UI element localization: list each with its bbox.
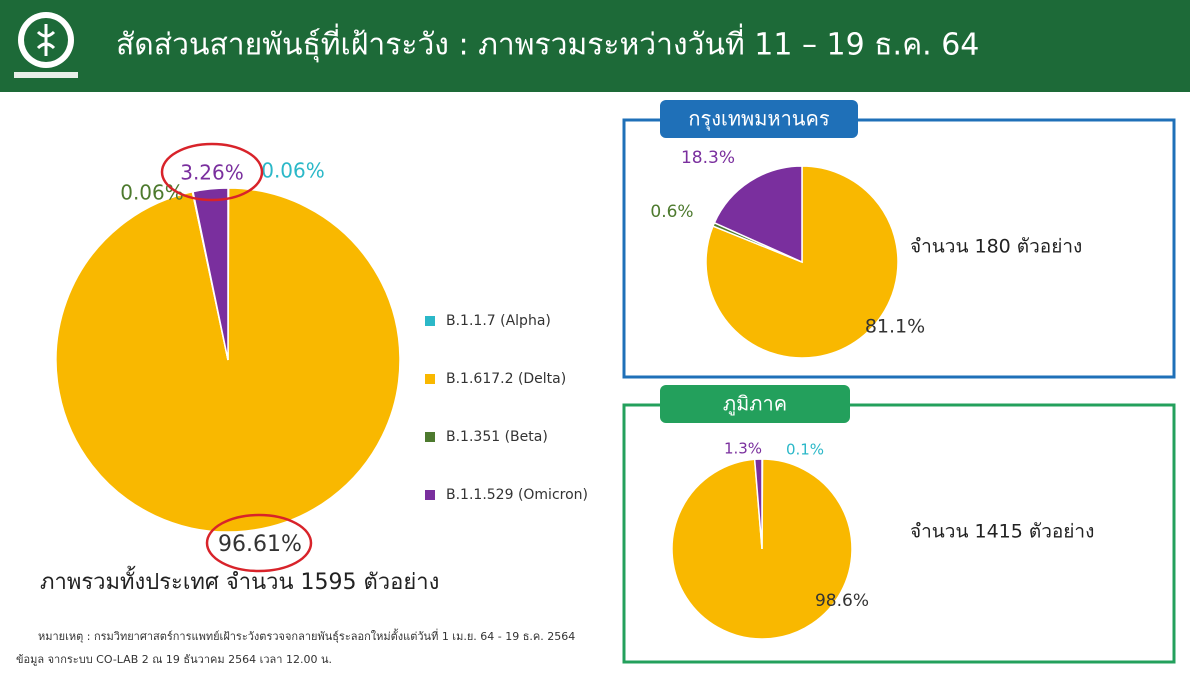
sample-caption: จำนวน 1415 ตัวอย่าง — [910, 521, 1094, 543]
logo-symbol — [36, 24, 56, 56]
slide-title: สัดส่วนสายพันธุ์ที่เฝ้าระวัง : ภาพรวมระห… — [116, 24, 979, 64]
value-label: 98.6% — [815, 591, 869, 611]
region-tab — [660, 385, 850, 423]
panel-title: ภูมิภาค — [723, 392, 787, 417]
header-bar — [0, 0, 1190, 92]
pie-slice — [753, 458, 763, 550]
value-label: 0.6% — [650, 202, 693, 222]
value-label: 3.26% — [180, 161, 244, 185]
legend-swatch — [425, 490, 435, 500]
legend-label: B.1.1.529 (Omicron) — [446, 487, 588, 503]
legend-swatch — [425, 432, 435, 442]
legend-swatch — [425, 374, 435, 384]
sample-caption: ภาพรวมทั้งประเทศ จำนวน 1595 ตัวอย่าง — [40, 566, 439, 595]
legend-label: B.1.351 (Beta) — [446, 429, 548, 445]
bangkok-tab — [660, 100, 858, 138]
panel-title: กรุงเทพมหานคร — [688, 107, 829, 132]
value-label: 81.1% — [865, 316, 925, 338]
value-label: 0.06% — [261, 159, 325, 183]
value-label: 0.1% — [786, 441, 824, 459]
logo-caption — [14, 72, 78, 78]
value-label: 96.61% — [218, 532, 302, 557]
bangkok-frame — [622, 118, 1176, 379]
legend-label: B.1.1.7 (Alpha) — [446, 313, 551, 329]
value-label: 0.06% — [120, 181, 184, 205]
highlight-circle — [160, 142, 264, 202]
note: หมายเหตุ : กรมวิทยาศาสตร์การแพทย์เฝ้าระว… — [38, 628, 575, 643]
value-label: 1.3% — [724, 440, 762, 458]
region-frame — [622, 403, 1176, 664]
sample-caption: จำนวน 180 ตัวอย่าง — [910, 236, 1082, 258]
legend-label: B.1.617.2 (Delta) — [446, 371, 566, 387]
legend-swatch — [425, 316, 435, 326]
value-label: 18.3% — [681, 148, 735, 168]
note: ข้อมูล จากระบบ CO-LAB 2 ณ 19 ธันวาคม 256… — [16, 653, 332, 666]
pie-slice — [192, 187, 229, 361]
pie-slice — [713, 165, 803, 264]
highlight-circle — [205, 513, 313, 573]
